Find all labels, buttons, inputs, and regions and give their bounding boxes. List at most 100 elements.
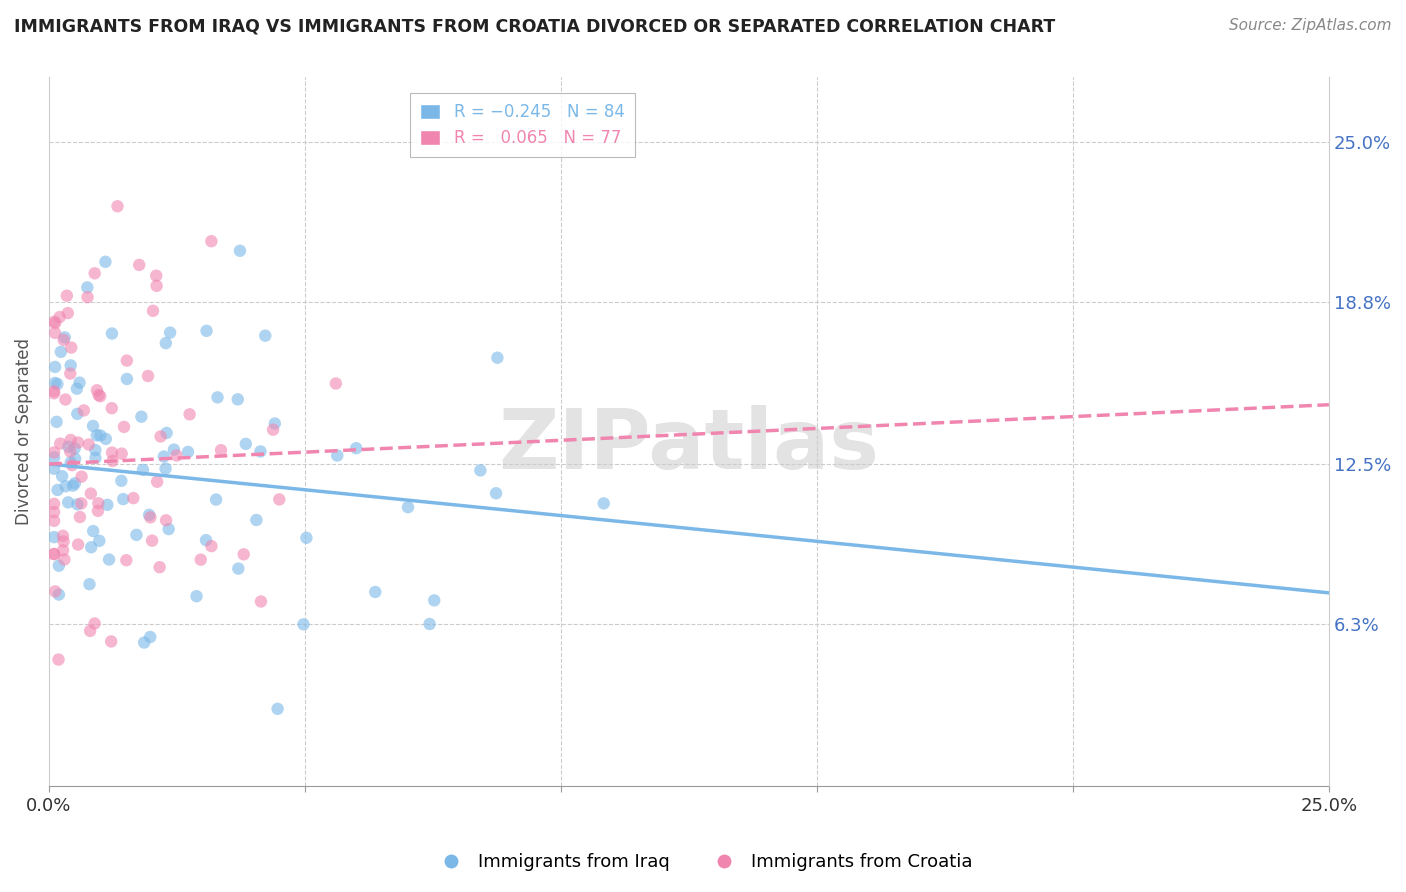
Point — [250, 594, 273, 608]
Point — [138, 508, 160, 522]
Point — [42, 514, 65, 528]
Point — [56, 306, 79, 320]
Point — [55, 479, 77, 493]
Point — [112, 420, 135, 434]
Point — [46, 377, 69, 392]
Point — [269, 492, 291, 507]
Point — [485, 486, 508, 500]
Point — [396, 500, 419, 515]
Point — [200, 234, 222, 248]
Point — [155, 336, 177, 351]
Point — [166, 449, 188, 463]
Text: ZIPatlas: ZIPatlas — [499, 406, 879, 486]
Point — [112, 492, 135, 507]
Point — [245, 513, 267, 527]
Point — [249, 444, 271, 458]
Point — [73, 403, 96, 417]
Point — [229, 244, 252, 258]
Point — [254, 328, 277, 343]
Point — [44, 584, 66, 599]
Point — [89, 389, 111, 403]
Point — [42, 547, 65, 561]
Point — [235, 437, 257, 451]
Point — [364, 585, 387, 599]
Point — [115, 353, 138, 368]
Point — [86, 384, 108, 398]
Point — [139, 510, 162, 524]
Point — [419, 617, 441, 632]
Point — [48, 588, 70, 602]
Point — [94, 255, 117, 269]
Point — [77, 437, 100, 451]
Point — [145, 278, 167, 293]
Point — [149, 429, 172, 443]
Point — [209, 443, 232, 458]
Point — [63, 476, 86, 491]
Point — [80, 486, 103, 500]
Point — [69, 510, 91, 524]
Point — [52, 333, 75, 347]
Point — [48, 558, 70, 573]
Point — [82, 524, 104, 538]
Point — [592, 496, 614, 510]
Point — [42, 530, 65, 544]
Point — [128, 258, 150, 272]
Point — [111, 447, 134, 461]
Point — [134, 635, 156, 649]
Point — [195, 324, 218, 338]
Point — [89, 533, 111, 548]
Point — [136, 369, 159, 384]
Legend: R = −0.245   N = 84, R =   0.065   N = 77: R = −0.245 N = 84, R = 0.065 N = 77 — [411, 93, 634, 157]
Point — [63, 442, 86, 456]
Point — [132, 463, 155, 477]
Point — [59, 433, 82, 447]
Point — [232, 547, 254, 561]
Point — [82, 418, 104, 433]
Point — [51, 469, 73, 483]
Point — [96, 498, 118, 512]
Point — [84, 450, 107, 465]
Point — [76, 280, 98, 294]
Point — [177, 445, 200, 459]
Point — [115, 553, 138, 567]
Point — [59, 367, 82, 381]
Point — [98, 552, 121, 566]
Point — [486, 351, 509, 365]
Point — [100, 634, 122, 648]
Point — [207, 390, 229, 404]
Point — [326, 449, 349, 463]
Point — [42, 497, 65, 511]
Point — [423, 593, 446, 607]
Point — [48, 310, 70, 324]
Point — [263, 417, 285, 431]
Point — [83, 616, 105, 631]
Point — [87, 504, 110, 518]
Point — [66, 407, 89, 421]
Point — [107, 199, 129, 213]
Point — [87, 388, 110, 402]
Point — [292, 617, 315, 632]
Point — [226, 392, 249, 407]
Point — [470, 463, 492, 477]
Text: IMMIGRANTS FROM IRAQ VS IMMIGRANTS FROM CROATIA DIVORCED OR SEPARATED CORRELATIO: IMMIGRANTS FROM IRAQ VS IMMIGRANTS FROM … — [14, 18, 1056, 36]
Point — [186, 589, 208, 603]
Point — [67, 435, 90, 450]
Point — [155, 425, 177, 440]
Point — [62, 478, 84, 492]
Point — [59, 444, 82, 458]
Point — [59, 455, 82, 469]
Point — [139, 630, 162, 644]
Point — [190, 552, 212, 566]
Point — [58, 495, 80, 509]
Point — [44, 316, 66, 330]
Point — [125, 528, 148, 542]
Point — [42, 505, 65, 519]
Point — [87, 496, 110, 510]
Point — [228, 561, 250, 575]
Legend: Immigrants from Iraq, Immigrants from Croatia: Immigrants from Iraq, Immigrants from Cr… — [426, 847, 980, 879]
Point — [59, 359, 82, 373]
Point — [145, 268, 167, 283]
Point — [46, 483, 69, 497]
Point — [200, 539, 222, 553]
Point — [94, 432, 117, 446]
